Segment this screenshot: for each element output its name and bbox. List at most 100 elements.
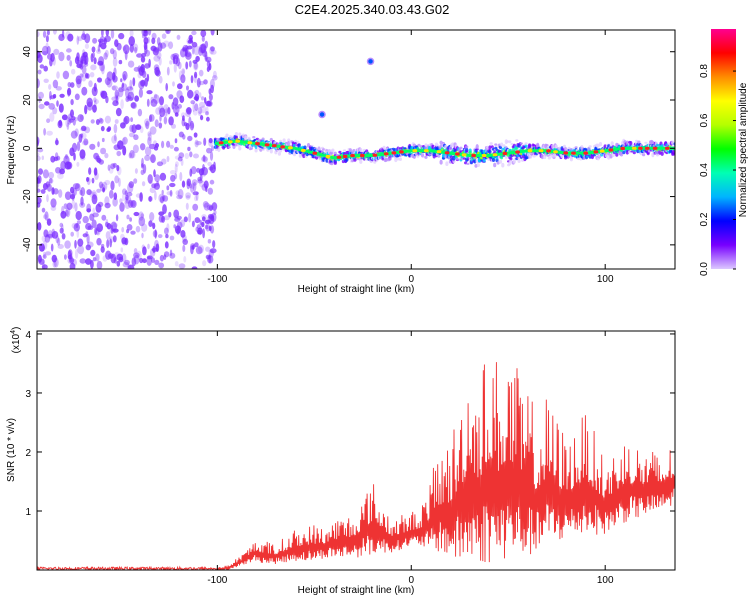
noise-blob	[109, 189, 114, 199]
noise-blob	[37, 222, 42, 231]
noise-blob	[159, 172, 167, 181]
noise-blob	[201, 214, 207, 220]
noise-blob	[173, 63, 177, 73]
ridge-peak	[342, 154, 348, 159]
ridge-cell	[252, 136, 256, 139]
snr-panel: -100 0 100 1 2 3 4 Height of straight line (km…	[6, 327, 676, 596]
noise-blob	[206, 204, 214, 211]
snr-scale-prefix: (x10	[11, 333, 22, 353]
noise-blob	[46, 218, 52, 226]
noise-blob	[76, 161, 80, 167]
noise-blob	[176, 228, 180, 235]
ridge-peak	[571, 151, 576, 155]
noise-blob	[104, 77, 111, 86]
noise-blob	[210, 225, 215, 234]
noise-blob	[46, 183, 52, 192]
noise-blob	[110, 30, 115, 39]
noise-blob	[90, 249, 96, 257]
noise-blob	[140, 213, 145, 218]
noise-blob	[163, 251, 170, 258]
noise-blob	[113, 223, 118, 228]
noise-blob	[177, 156, 183, 162]
noise-blob	[79, 60, 84, 70]
noise-blob	[149, 126, 157, 135]
noise-blob	[120, 122, 126, 129]
noise-blob	[122, 45, 127, 52]
noise-blob	[128, 181, 134, 189]
noise-blob	[169, 249, 173, 257]
ridge-cell	[632, 151, 636, 155]
noise-blob	[151, 247, 159, 252]
noise-blob	[86, 189, 92, 196]
ridge-cell	[254, 148, 258, 153]
ridge-peak	[288, 146, 293, 150]
ridge-peak	[436, 150, 442, 154]
ridge-peak	[399, 150, 404, 154]
noise-blob	[67, 113, 73, 121]
noise-blob	[67, 82, 72, 88]
noise-blob	[105, 221, 109, 228]
ridge-peak	[264, 143, 270, 147]
noise-blob	[209, 151, 214, 161]
noise-blob	[57, 237, 61, 246]
ridge-cell	[474, 164, 478, 168]
noise-blob	[159, 196, 165, 204]
snr-ytick-label: 4	[25, 330, 31, 341]
noise-blob	[40, 189, 46, 194]
ridge-cell	[635, 139, 639, 143]
noise-blob	[125, 194, 129, 201]
noise-blob	[53, 188, 59, 195]
noise-blob	[206, 66, 210, 72]
noise-blob	[131, 151, 136, 159]
ridge-peak	[300, 148, 306, 152]
noise-blob	[115, 214, 119, 222]
ridge-cell	[412, 143, 416, 147]
noise-blob	[37, 91, 45, 99]
noise-blob	[88, 80, 93, 88]
ridge-peak	[455, 152, 460, 156]
noise-blob	[152, 222, 156, 230]
ridge-cell	[655, 150, 660, 155]
noise-blob	[190, 100, 196, 105]
noise-blob	[104, 35, 111, 43]
noise-blob	[159, 114, 162, 122]
noise-blob	[56, 100, 59, 107]
noise-blob	[209, 46, 215, 55]
noise-blob	[180, 230, 186, 238]
noise-blob	[90, 64, 97, 71]
noise-blob	[111, 85, 118, 91]
noise-blob	[190, 75, 194, 84]
noise-blob	[195, 141, 202, 146]
ridge-cell	[296, 140, 300, 144]
noise-blob	[168, 116, 174, 126]
noise-blob	[99, 118, 104, 124]
ridge-cell	[292, 151, 297, 155]
noise-blob	[181, 180, 186, 188]
spectrogram-xlabel: Height of straight line (km)	[298, 284, 415, 295]
noise-blob	[187, 135, 193, 142]
ridge-peak	[218, 141, 224, 145]
noise-blob	[159, 254, 164, 262]
noise-blob	[153, 55, 161, 62]
noise-blob	[81, 86, 88, 96]
noise-blob	[169, 182, 176, 188]
ridge-cell	[261, 148, 265, 151]
noise-blob	[110, 224, 114, 234]
noise-blob	[100, 246, 105, 253]
noise-blob	[93, 97, 97, 103]
noise-blob	[144, 122, 148, 128]
ridge-cell	[259, 148, 263, 152]
noise-blob	[159, 42, 167, 49]
ridge-cell	[247, 136, 251, 141]
ridge-cell	[466, 162, 470, 165]
noise-blob	[98, 181, 104, 189]
noise-blob	[43, 65, 48, 72]
noise-blob	[168, 211, 172, 218]
noise-blob	[169, 189, 173, 197]
noise-blob	[208, 138, 213, 144]
noise-blob	[77, 245, 85, 255]
noise-blob	[50, 155, 56, 163]
ridge-cell	[343, 149, 347, 152]
ridge-cell	[622, 150, 626, 155]
noise-blob	[60, 210, 67, 219]
